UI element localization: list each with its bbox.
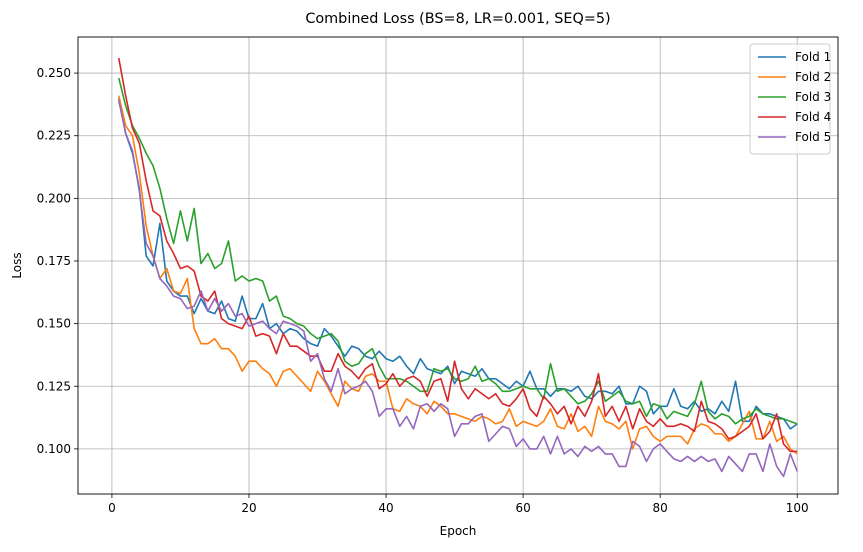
- x-axis-label: Epoch: [440, 524, 477, 538]
- series-line-fold-3: [118, 77, 798, 425]
- y-tick-label: 0.200: [37, 191, 71, 205]
- y-tick-label: 0.125: [37, 379, 71, 393]
- series-line-fold-4: [117, 57, 798, 453]
- legend: Fold 1 Fold 2 Fold 3 Fold 4 Fold 5: [749, 43, 831, 155]
- plot-frame: [77, 36, 839, 495]
- x-tick-label: 80: [653, 501, 668, 515]
- y-tick-label: 0.150: [37, 317, 71, 331]
- y-tick-label: 0.225: [37, 129, 71, 143]
- legend-label-fold-5: Fold 5: [795, 130, 831, 144]
- legend-label-fold-1: Fold 1: [795, 50, 831, 64]
- x-tick-label: 100: [786, 501, 809, 515]
- x-tick-label: 60: [515, 501, 530, 515]
- legend-label-fold-2: Fold 2: [795, 70, 831, 84]
- legend-label-fold-3: Fold 3: [795, 90, 831, 104]
- series-line-fold-2: [117, 95, 798, 455]
- y-tick-label: 0.175: [37, 254, 71, 268]
- y-tick-label: 0.250: [37, 66, 71, 80]
- x-tick-label: 40: [378, 501, 393, 515]
- legend-label-fold-4: Fold 4: [795, 110, 831, 124]
- x-tick-label: 20: [241, 501, 256, 515]
- axis-ticks: 0 20 40 60 80 100 0.100 0.125 0.150 0.175 0.200 0.2…: [37, 66, 809, 515]
- x-tick-label: 0: [108, 501, 116, 515]
- series-line-fold-5: [117, 100, 798, 478]
- legend-box: [749, 43, 831, 155]
- chart-title: Combined Loss (BS=8, LR=0.001, SEQ=5): [305, 11, 610, 27]
- y-tick-label: 0.100: [37, 442, 71, 456]
- series-lines: [117, 57, 798, 478]
- y-axis-label: Loss: [10, 252, 24, 278]
